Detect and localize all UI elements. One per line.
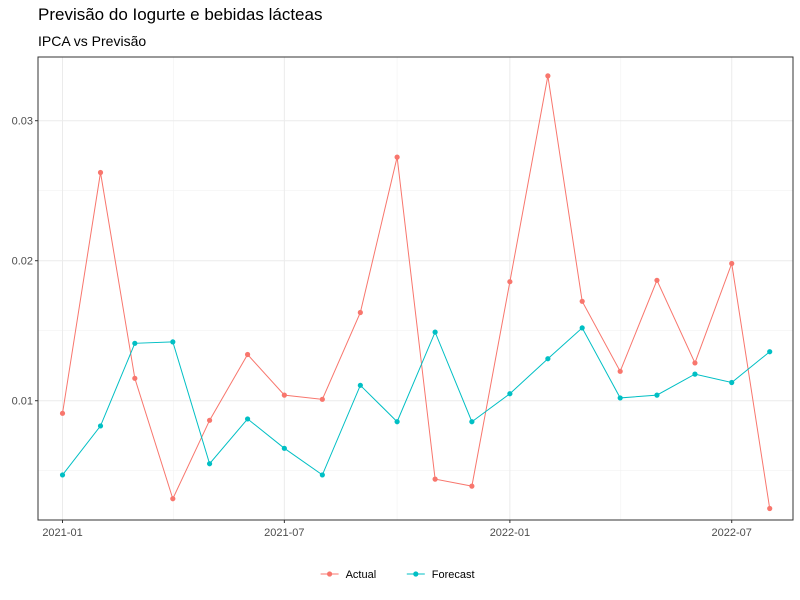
data-point-forecast <box>654 392 660 398</box>
data-point-forecast <box>617 395 623 401</box>
data-point-actual <box>767 505 773 512</box>
data-point-forecast <box>281 445 287 451</box>
data-point-actual <box>579 298 585 304</box>
data-point-actual <box>59 410 66 416</box>
data-point-forecast <box>394 419 400 425</box>
data-point-forecast <box>170 339 176 345</box>
x-tick-label: 2021-01 <box>42 527 82 539</box>
legend-label-actual: Actual <box>346 569 377 581</box>
series-line-forecast <box>62 327 771 476</box>
data-point-actual <box>394 154 400 160</box>
data-point-forecast <box>469 419 475 425</box>
series-layer <box>59 73 773 512</box>
data-point-actual <box>132 375 138 381</box>
chart-subtitle: IPCA vs Previsão <box>38 33 147 49</box>
x-tick-label: 2021-07 <box>264 527 304 539</box>
data-point-forecast <box>357 382 363 388</box>
data-point-actual <box>469 483 475 489</box>
data-point-forecast <box>59 472 66 478</box>
data-point-actual <box>319 396 325 402</box>
data-point-forecast <box>507 391 513 397</box>
data-point-actual <box>729 260 735 267</box>
grid-major <box>38 57 793 520</box>
data-point-actual <box>244 351 251 358</box>
series-line-actual <box>62 75 771 509</box>
legend: Actual Forecast <box>320 569 475 581</box>
data-point-actual <box>692 360 698 366</box>
data-point-actual <box>357 309 363 316</box>
data-point-forecast <box>319 472 325 478</box>
x-tick-label: 2022-07 <box>712 527 752 539</box>
axes: 0.01 0.02 0.03 2021-01 2021-07 2022-01 2022-07 <box>12 116 752 539</box>
data-point-forecast <box>729 379 735 386</box>
data-point-actual <box>432 476 438 482</box>
data-point-actual <box>97 169 104 176</box>
grid-minor <box>38 57 793 520</box>
data-point-forecast <box>206 461 213 467</box>
data-point-forecast <box>244 416 251 422</box>
data-point-actual <box>170 496 176 502</box>
y-tick-label: 0.03 <box>12 116 33 128</box>
legend-key-point-actual <box>327 571 333 577</box>
plot-panel <box>37 56 794 521</box>
data-point-forecast <box>767 349 773 355</box>
data-point-actual <box>654 277 660 283</box>
data-point-forecast <box>579 325 585 331</box>
data-point-forecast <box>132 340 138 346</box>
legend-key-point-forecast <box>413 571 419 577</box>
data-point-actual <box>545 73 551 79</box>
legend-label-forecast: Forecast <box>432 569 475 581</box>
data-point-forecast <box>545 356 551 362</box>
data-point-actual <box>507 279 513 285</box>
x-tick-label: 2022-01 <box>490 527 530 539</box>
y-tick-label: 0.02 <box>12 256 33 268</box>
data-point-forecast <box>97 423 104 429</box>
y-tick-label: 0.01 <box>12 396 33 408</box>
data-point-actual <box>206 417 213 423</box>
data-point-forecast <box>692 371 698 377</box>
data-point-actual <box>617 368 623 374</box>
chart-title: Previsão do Iogurte e bebidas lácteas <box>38 5 323 24</box>
data-point-actual <box>281 392 287 398</box>
data-point-forecast <box>432 329 438 335</box>
